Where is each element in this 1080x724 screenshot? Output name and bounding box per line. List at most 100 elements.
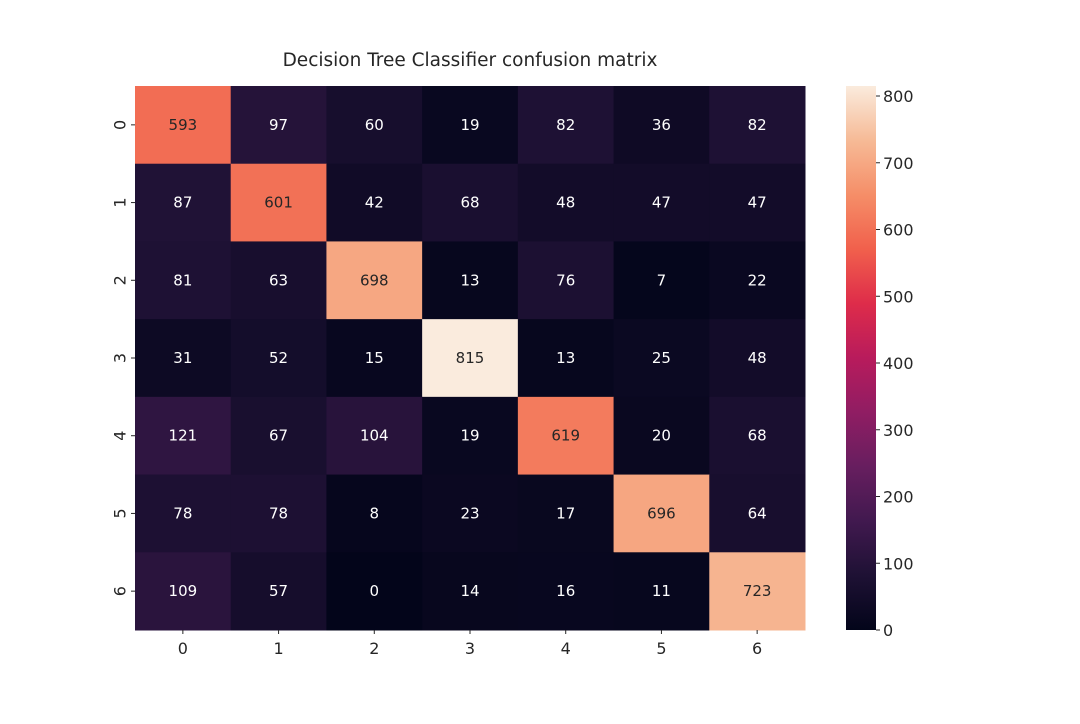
cell-value-label: 121 <box>169 427 198 445</box>
cell-value-label: 78 <box>269 504 288 522</box>
cell-value-label: 42 <box>365 194 384 212</box>
cell-value-label: 52 <box>269 349 288 367</box>
cell-value-label: 601 <box>264 194 293 212</box>
x-tick-label: 5 <box>656 639 666 658</box>
cell-value-label: 76 <box>556 271 575 289</box>
heatmap-cell <box>709 552 806 631</box>
cell-value-label: 20 <box>652 427 671 445</box>
colorbar-tick-label: 700 <box>883 154 914 173</box>
cell-value-label: 109 <box>169 582 198 600</box>
x-tick-label: 0 <box>178 639 188 658</box>
heatmap-cell <box>613 86 710 165</box>
chart-title: Decision Tree Classifier confusion matri… <box>283 50 658 71</box>
cell-value-label: 36 <box>652 116 671 134</box>
heatmap-cell <box>517 319 615 398</box>
cell-value-label: 48 <box>556 194 575 212</box>
colorbar-tick-label: 400 <box>883 354 914 373</box>
cell-value-label: 63 <box>269 271 288 289</box>
colorbar-tick-label: 100 <box>883 554 914 573</box>
heatmap-cell <box>613 552 710 631</box>
cell-value-label: 25 <box>652 349 671 367</box>
colorbar-tick-label: 500 <box>883 287 914 306</box>
cell-value-label: 698 <box>360 271 389 289</box>
heatmap-cell <box>613 396 710 476</box>
cell-value-label: 13 <box>460 271 479 289</box>
x-tick-label: 3 <box>465 639 475 658</box>
colorbar-tick-label: 0 <box>883 621 893 640</box>
heatmap-cell <box>517 552 615 631</box>
cell-value-label: 57 <box>269 582 288 600</box>
cell-value-label: 31 <box>173 349 192 367</box>
cell-value-label: 619 <box>551 427 580 445</box>
colorbar-gradient <box>846 86 876 630</box>
y-tick-label: 3 <box>111 353 130 363</box>
heatmap-cell <box>709 241 806 320</box>
heatmap-cell <box>613 474 710 553</box>
cell-value-label: 87 <box>173 194 192 212</box>
cell-value-label: 67 <box>269 427 288 445</box>
colorbar-tick-label: 300 <box>883 421 914 440</box>
y-tick-label: 1 <box>111 197 130 207</box>
heatmap-cell <box>422 474 519 553</box>
heatmap-cell <box>135 241 232 320</box>
cell-value-label: 47 <box>652 194 671 212</box>
y-tick-label: 2 <box>111 275 130 285</box>
heatmap-cell <box>613 241 710 320</box>
cell-value-label: 815 <box>456 349 485 367</box>
cell-value-label: 68 <box>460 194 479 212</box>
heatmap-cell <box>135 474 232 553</box>
heatmap-cell <box>230 241 327 320</box>
heatmap-cell <box>326 86 423 165</box>
colorbar-tick-label: 800 <box>883 87 914 106</box>
y-tick-label: 0 <box>111 120 130 130</box>
heatmap-cell <box>422 163 519 242</box>
heatmap-cell <box>326 241 423 320</box>
heatmap-cell <box>422 86 519 165</box>
heatmap-cell <box>517 86 615 165</box>
cell-value-label: 8 <box>370 504 380 522</box>
heatmap-cell <box>230 396 327 476</box>
cell-value-label: 22 <box>748 271 767 289</box>
heatmap-cell <box>230 163 327 242</box>
x-tick-label: 6 <box>752 639 762 658</box>
heatmap-cell <box>613 163 710 242</box>
cell-value-label: 97 <box>269 116 288 134</box>
cell-value-label: 60 <box>365 116 384 134</box>
heatmap-cell <box>422 241 519 320</box>
heatmap-cell <box>517 241 615 320</box>
cell-value-label: 19 <box>460 116 479 134</box>
heatmap-cell <box>709 86 806 165</box>
heatmap-cell <box>326 552 423 631</box>
y-tick-label: 4 <box>111 431 130 441</box>
cell-value-label: 81 <box>173 271 192 289</box>
x-tick-label: 1 <box>273 639 283 658</box>
heatmap-cell <box>135 319 232 398</box>
cell-value-label: 7 <box>657 271 667 289</box>
cell-value-label: 13 <box>556 349 575 367</box>
y-tick-label: 6 <box>111 586 130 596</box>
cell-value-label: 16 <box>556 582 575 600</box>
cell-value-label: 47 <box>748 194 767 212</box>
y-tick-label: 5 <box>111 508 130 518</box>
colorbar-tick-label: 600 <box>883 221 914 240</box>
heatmap-cell <box>135 396 232 476</box>
x-tick-label: 4 <box>561 639 571 658</box>
heatmap-cell <box>709 396 806 476</box>
heatmap-cell <box>517 163 615 242</box>
cell-value-label: 0 <box>370 582 380 600</box>
cell-value-label: 78 <box>173 504 192 522</box>
cell-value-label: 723 <box>743 582 772 600</box>
heatmap-cell <box>517 474 615 553</box>
heatmap-cell <box>230 474 327 553</box>
heatmap-cell <box>517 396 615 476</box>
colorbar-tick-label: 200 <box>883 488 914 507</box>
heatmap-cell <box>326 474 423 553</box>
heatmap-cell <box>135 163 232 242</box>
heatmap-cell <box>326 396 423 476</box>
heatmap-cell <box>709 163 806 242</box>
cell-value-label: 17 <box>556 504 575 522</box>
cell-value-label: 82 <box>556 116 575 134</box>
